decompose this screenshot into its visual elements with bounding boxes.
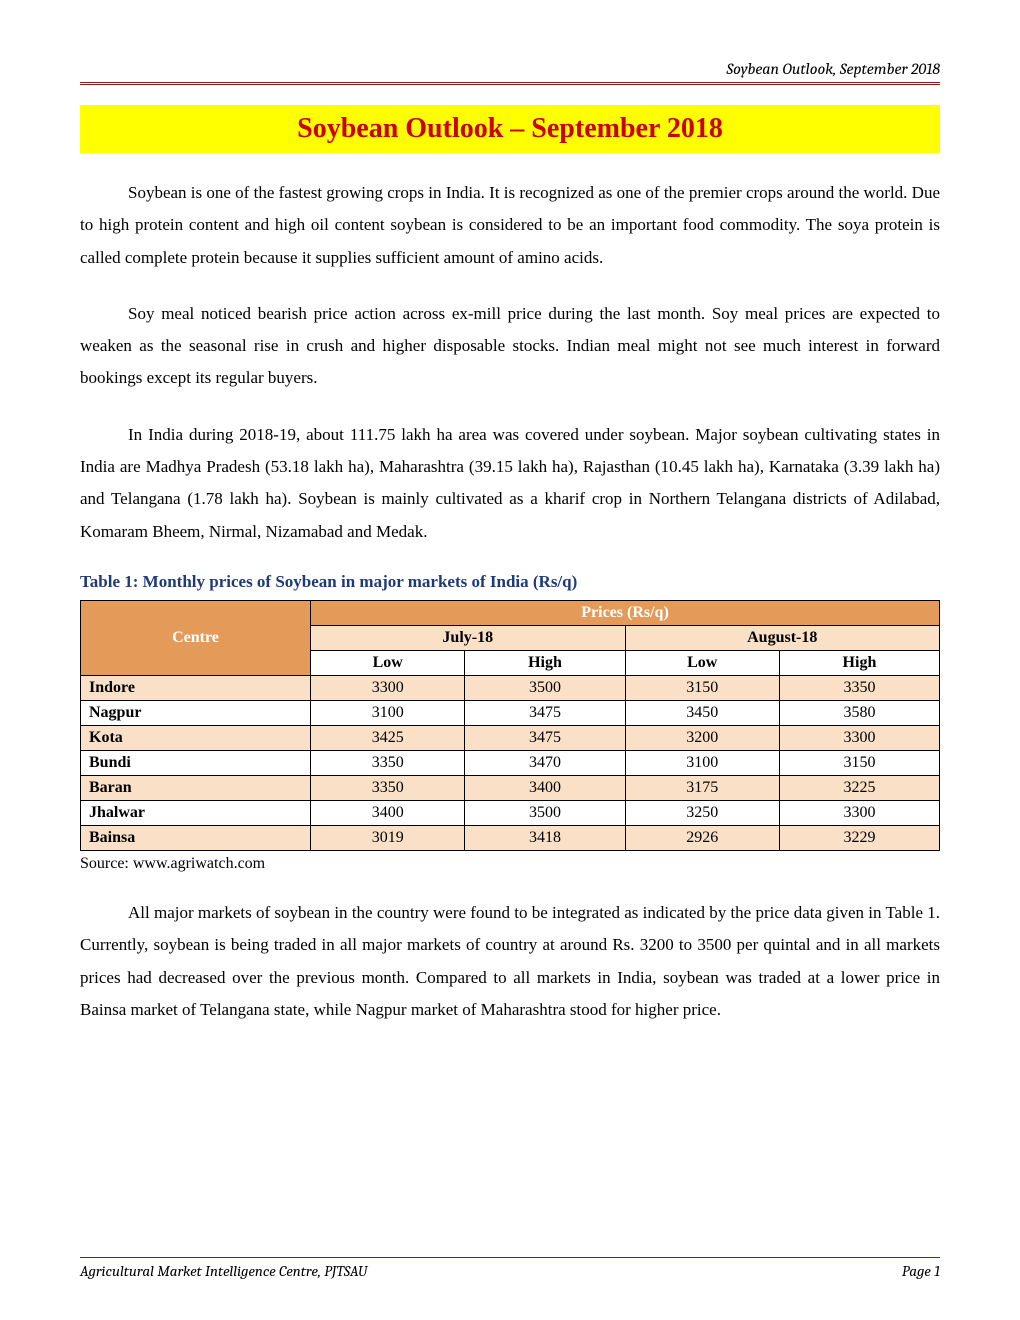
col-header-prices: Prices (Rs/q) bbox=[311, 600, 940, 625]
subcol-high-2: High bbox=[779, 650, 939, 675]
cell-value: 3470 bbox=[465, 750, 625, 775]
table-caption: Table 1: Monthly prices of Soybean in ma… bbox=[80, 572, 940, 592]
cell-centre: Baran bbox=[81, 775, 311, 800]
page-title: Soybean Outlook – September 2018 bbox=[80, 105, 940, 153]
table-row: Kota3425347532003300 bbox=[81, 725, 940, 750]
header-rule bbox=[80, 82, 940, 85]
cell-value: 3250 bbox=[625, 800, 779, 825]
cell-value: 3350 bbox=[311, 750, 465, 775]
page: Soybean Outlook, September 2018 Soybean … bbox=[0, 0, 1020, 1320]
cell-centre: Nagpur bbox=[81, 700, 311, 725]
cell-value: 3400 bbox=[465, 775, 625, 800]
cell-value: 3100 bbox=[311, 700, 465, 725]
cell-centre: Indore bbox=[81, 675, 311, 700]
table-row: Bainsa3019341829263229 bbox=[81, 825, 940, 850]
cell-value: 3400 bbox=[311, 800, 465, 825]
cell-value: 3100 bbox=[625, 750, 779, 775]
cell-value: 3350 bbox=[779, 675, 939, 700]
cell-value: 3225 bbox=[779, 775, 939, 800]
subcol-low-1: Low bbox=[311, 650, 465, 675]
cell-value: 3500 bbox=[465, 675, 625, 700]
cell-value: 3300 bbox=[311, 675, 465, 700]
table-body: Indore3300350031503350Nagpur310034753450… bbox=[81, 675, 940, 850]
cell-value: 3300 bbox=[779, 800, 939, 825]
footer-row: Agricultural Market Intelligence Centre,… bbox=[80, 1262, 940, 1280]
cell-value: 3150 bbox=[779, 750, 939, 775]
table-row: Jhalwar3400350032503300 bbox=[81, 800, 940, 825]
cell-value: 3300 bbox=[779, 725, 939, 750]
col-header-period-1: July-18 bbox=[311, 625, 625, 650]
cell-centre: Bainsa bbox=[81, 825, 311, 850]
table-row: Baran3350340031753225 bbox=[81, 775, 940, 800]
subcol-low-2: Low bbox=[625, 650, 779, 675]
cell-value: 3450 bbox=[625, 700, 779, 725]
paragraph-1: Soybean is one of the fastest growing cr… bbox=[80, 177, 940, 274]
price-table: Centre Prices (Rs/q) July-18 August-18 L… bbox=[80, 600, 940, 851]
cell-value: 3418 bbox=[465, 825, 625, 850]
cell-value: 2926 bbox=[625, 825, 779, 850]
cell-value: 3019 bbox=[311, 825, 465, 850]
table-row: Indore3300350031503350 bbox=[81, 675, 940, 700]
table-head: Centre Prices (Rs/q) July-18 August-18 L… bbox=[81, 600, 940, 675]
page-footer: Agricultural Market Intelligence Centre,… bbox=[80, 1257, 940, 1280]
table-row: Nagpur3100347534503580 bbox=[81, 700, 940, 725]
cell-value: 3425 bbox=[311, 725, 465, 750]
paragraph-2: Soy meal noticed bearish price action ac… bbox=[80, 298, 940, 395]
table-source: Source: www.agriwatch.com bbox=[80, 855, 940, 873]
footer-right: Page 1 bbox=[902, 1262, 940, 1280]
table-row: Bundi3350347031003150 bbox=[81, 750, 940, 775]
paragraph-4: All major markets of soybean in the coun… bbox=[80, 897, 940, 1026]
cell-centre: Bundi bbox=[81, 750, 311, 775]
cell-value: 3475 bbox=[465, 700, 625, 725]
cell-value: 3475 bbox=[465, 725, 625, 750]
cell-value: 3580 bbox=[779, 700, 939, 725]
running-head: Soybean Outlook, September 2018 bbox=[80, 60, 940, 78]
cell-value: 3150 bbox=[625, 675, 779, 700]
table-header-row-1: Centre Prices (Rs/q) bbox=[81, 600, 940, 625]
col-header-period-2: August-18 bbox=[625, 625, 940, 650]
cell-centre: Jhalwar bbox=[81, 800, 311, 825]
cell-value: 3500 bbox=[465, 800, 625, 825]
footer-rule bbox=[80, 1257, 940, 1258]
cell-value: 3175 bbox=[625, 775, 779, 800]
cell-value: 3229 bbox=[779, 825, 939, 850]
paragraph-3: In India during 2018-19, about 111.75 la… bbox=[80, 419, 940, 548]
subcol-high-1: High bbox=[465, 650, 625, 675]
col-header-centre: Centre bbox=[81, 600, 311, 675]
cell-value: 3200 bbox=[625, 725, 779, 750]
footer-left: Agricultural Market Intelligence Centre,… bbox=[80, 1262, 367, 1280]
cell-centre: Kota bbox=[81, 725, 311, 750]
cell-value: 3350 bbox=[311, 775, 465, 800]
